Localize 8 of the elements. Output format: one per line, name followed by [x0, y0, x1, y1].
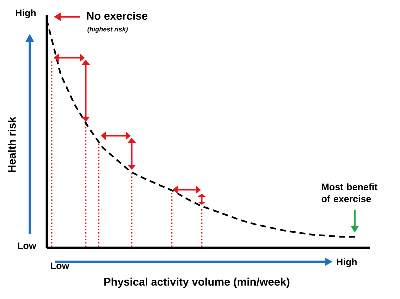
- text: Low: [51, 262, 70, 270]
- annotation: Most benefit of exercise: [322, 184, 378, 202]
- annotation: No exercise: [87, 12, 148, 20]
- y-axis-title: Health risk: [8, 116, 16, 172]
- text: High: [16, 10, 36, 18]
- text: Low: [18, 242, 36, 250]
- text: High: [337, 258, 357, 268]
- x-axis-title: Physical activity volume (min/week): [104, 278, 290, 288]
